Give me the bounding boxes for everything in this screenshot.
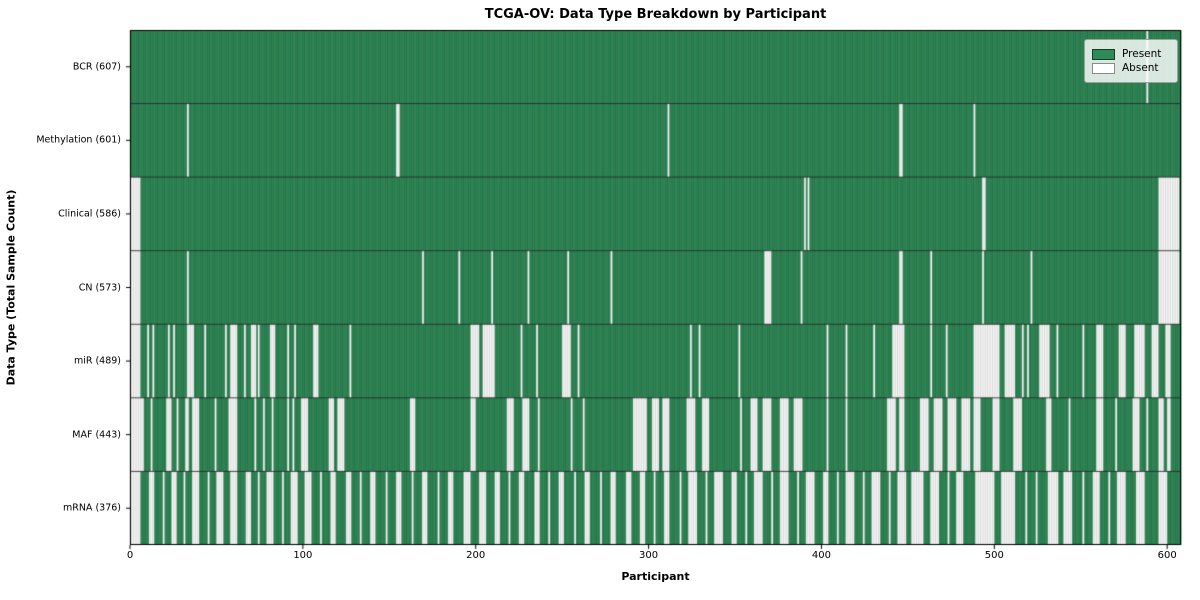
y-tick-label-BCR: BCR (607)	[72, 61, 121, 73]
legend-present-label: Present	[1122, 48, 1162, 60]
x-tick-label-100: 100	[293, 550, 313, 561]
absent-swatch-icon	[1092, 62, 1115, 74]
x-tick-label-200: 200	[466, 550, 486, 561]
chart-title: TCGA-OV: Data Type Breakdown by Particip…	[484, 7, 827, 22]
y-tick-label-Methylation: Methylation (601)	[36, 134, 121, 146]
legend: Present Absent	[1084, 39, 1178, 83]
y-tick-label-MAF: MAF (443)	[72, 429, 121, 441]
x-axis-label: Participant	[621, 570, 690, 583]
present-swatch-icon	[1092, 48, 1115, 60]
x-tick-label-400: 400	[811, 550, 831, 561]
legend-entry-present: Present	[1092, 48, 1169, 60]
y-tick-label-mRNA: mRNA (376)	[62, 502, 121, 514]
x-tick-label-300: 300	[639, 550, 659, 561]
x-tick-label-0: 0	[126, 550, 134, 561]
y-tick-label-miR: miR (489)	[73, 355, 121, 367]
legend-absent-label: Absent	[1122, 62, 1159, 74]
y-tick-label-CN: CN (573)	[78, 282, 121, 293]
y-tick-label-Clinical: Clinical (586)	[58, 208, 121, 220]
x-tick-label-500: 500	[984, 550, 1004, 561]
legend-entry-absent: Absent	[1092, 62, 1169, 74]
x-tick-label-600: 600	[1157, 550, 1177, 561]
